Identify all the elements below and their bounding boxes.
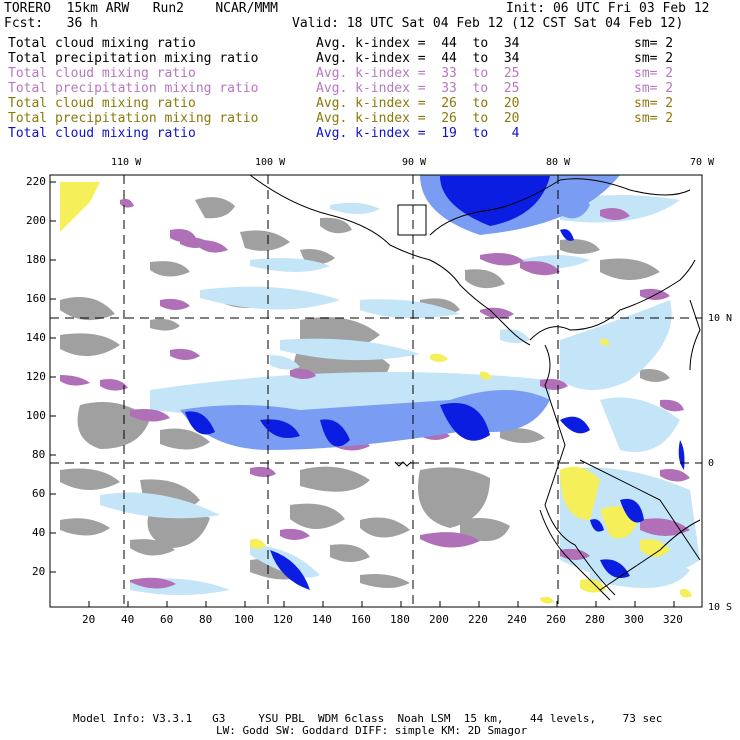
- legend-range-2: Avg. k-index = 44 to 34: [316, 51, 520, 66]
- x-tick: 280: [585, 613, 605, 626]
- x-tick: 200: [429, 613, 449, 626]
- legend-range-6: Avg. k-index = 26 to 20: [316, 111, 520, 126]
- legend-sm-4: sm= 2: [634, 81, 674, 96]
- y-tick: 220: [26, 175, 46, 188]
- legend-range-5: Avg. k-index = 26 to 20: [316, 96, 520, 111]
- axis-ticks: [50, 181, 675, 607]
- lat-label-0: 0: [708, 458, 715, 469]
- valid-time: Valid: 18 UTC Sat 04 Feb 12 (12 CST Sat …: [292, 16, 684, 31]
- y-tick: 180: [26, 253, 46, 266]
- x-tick: 120: [273, 613, 293, 626]
- legend-sm-6: sm= 2: [634, 111, 674, 126]
- y-tick: 100: [26, 409, 46, 422]
- x-tick: 40: [121, 613, 135, 626]
- plot-frame: [49, 174, 703, 608]
- legend-range-3: Avg. k-index = 33 to 25: [316, 66, 520, 81]
- legend-field-7: Total cloud mixing ratio: [8, 126, 196, 141]
- x-tick: 240: [507, 613, 527, 626]
- legend-sm-1: sm= 2: [634, 36, 674, 51]
- model-run-title: TORERO 15km ARW Run2 NCAR/MMM: [4, 1, 278, 16]
- y-tick: 120: [26, 370, 46, 383]
- legend-field-1: Total cloud mixing ratio: [8, 36, 196, 51]
- y-tick: 20: [32, 565, 46, 578]
- lat-label-10s: 10 S: [708, 602, 733, 613]
- lon-label-110w: 110 W: [111, 157, 142, 168]
- x-tick: 80: [199, 613, 213, 626]
- model-info-line: Model Info: V3.3.1 G3 YSU PBL WDM 6class…: [73, 712, 663, 725]
- x-tick: 140: [312, 613, 332, 626]
- y-tick: 60: [32, 487, 46, 500]
- lon-label-100w: 100 W: [255, 157, 286, 168]
- physics-info-line: LW: Godd SW: Goddard DIFF: simple KM: 2D…: [216, 724, 528, 737]
- legend-range-4: Avg. k-index = 33 to 25: [316, 81, 520, 96]
- x-tick: 320: [663, 613, 683, 626]
- precip-field-yellow: [60, 182, 692, 604]
- lat-label-10n: 10 N: [708, 313, 733, 324]
- coastlines: [249, 174, 701, 601]
- x-tick: 300: [624, 613, 644, 626]
- x-tick: 260: [546, 613, 566, 626]
- x-tick: 20: [82, 613, 96, 626]
- x-tick: 220: [468, 613, 488, 626]
- lat-lon-grid: [50, 175, 702, 607]
- legend-sm-2: sm= 2: [634, 51, 674, 66]
- legend-field-6: Total precipitation mixing ratio: [8, 111, 259, 126]
- init-time: Init: 06 UTC Fri 03 Feb 12: [506, 1, 710, 16]
- legend-sm-3: sm= 2: [634, 66, 674, 81]
- precip-field-blue: [180, 175, 685, 590]
- y-tick: 40: [32, 526, 46, 539]
- x-tick: 100: [234, 613, 254, 626]
- legend-range-1: Avg. k-index = 44 to 34: [316, 36, 520, 51]
- lon-label-80w: 80 W: [546, 157, 571, 168]
- forecast-hour: Fcst: 36 h: [4, 16, 98, 31]
- legend-field-4: Total precipitation mixing ratio: [8, 81, 259, 96]
- y-tick: 160: [26, 292, 46, 305]
- legend-field-2: Total precipitation mixing ratio: [8, 51, 259, 66]
- y-tick: 140: [26, 331, 46, 344]
- legend-field-3: Total cloud mixing ratio: [8, 66, 196, 81]
- x-tick: 60: [160, 613, 174, 626]
- lon-label-70w: 70 W: [690, 157, 715, 168]
- legend-field-5: Total cloud mixing ratio: [8, 96, 196, 111]
- x-tick: 180: [390, 613, 410, 626]
- x-tick: 160: [351, 613, 371, 626]
- legend-range-7: Avg. k-index = 19 to 4: [316, 126, 520, 141]
- y-tick: 200: [26, 214, 46, 227]
- plot-area: [49, 174, 703, 608]
- lon-label-90w: 90 W: [402, 157, 427, 168]
- legend-sm-5: sm= 2: [634, 96, 674, 111]
- y-tick: 80: [32, 448, 46, 461]
